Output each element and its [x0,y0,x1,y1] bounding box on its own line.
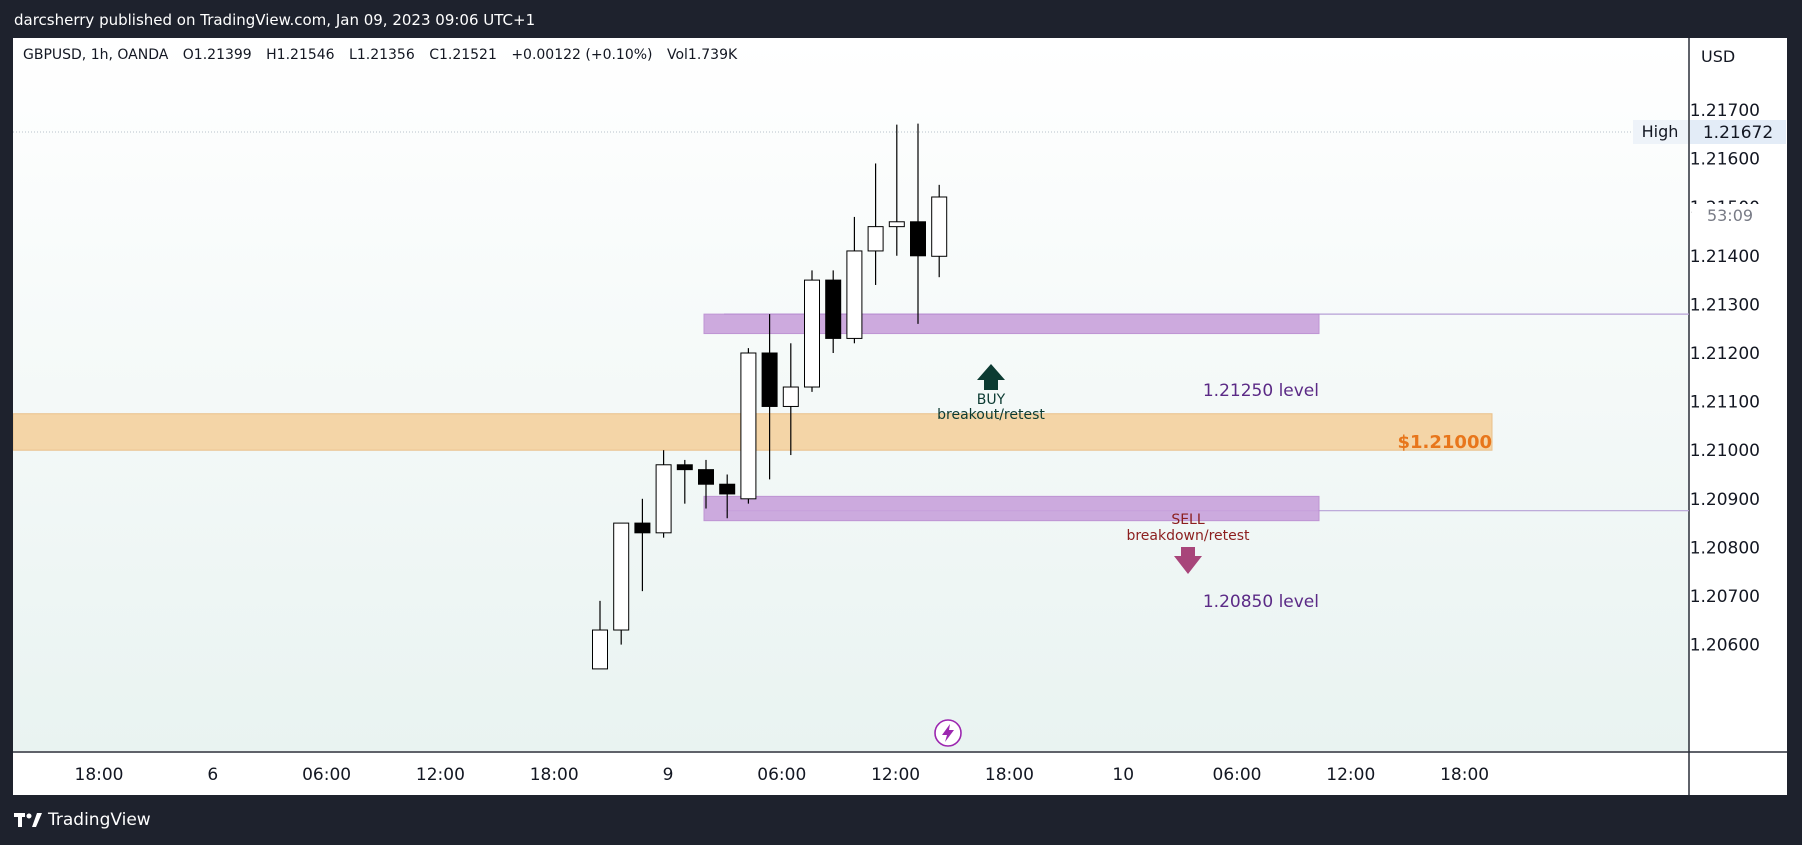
time-tick-label: 06:00 [1213,765,1262,785]
candle-body[interactable] [634,522,651,534]
buy-title: BUY [977,392,1006,408]
candles-layer [592,123,948,670]
zone-label-mid: $1.21000 [1397,432,1492,453]
price-tick-label: 1.21400 [1690,247,1760,267]
time-tick-label: 12:00 [1326,765,1375,785]
zone-band[interactable] [703,495,1320,522]
price-tick-label: 1.20600 [1690,636,1760,656]
price-axis-background [1689,38,1787,795]
sell-annotation: SELL breakdown/retest [1126,512,1250,574]
zone-band[interactable] [703,313,1320,335]
legend-volume: Vol1.739K [667,47,738,63]
high-value: 1.21672 [1703,123,1773,143]
footer: TradingView [0,800,1802,845]
price-tick-label: 1.20700 [1690,587,1760,607]
buy-arrow-icon [977,364,1005,390]
sell-subtitle: breakdown/retest [1126,528,1250,544]
publisher-text: darcsherry published on TradingView.com,… [14,11,536,29]
legend-high: H1.21546 [266,47,335,63]
price-tick-label: 1.21600 [1690,150,1760,170]
candle-body[interactable] [804,279,820,388]
zone-label-lower: 1.20850 level [1203,592,1319,612]
candle-body[interactable] [888,221,905,228]
high-price-tag: High 1.21672 [1633,120,1786,144]
chart-frame: BUY breakout/retest SELL breakdown/retes… [12,38,1787,795]
high-label: High [1642,122,1679,141]
time-tick-label: 18:00 [985,765,1034,785]
time-tick-label: 18:00 [530,765,579,785]
price-tick-label: 1.21000 [1690,441,1760,461]
time-tick-label: 18:00 [1440,765,1489,785]
price-tick-label: 1.21100 [1690,393,1760,413]
svg-text:GBPUSD, 1h, OANDA O1.2: GBPUSD, 1h, OANDA O1.21399 H1.21546 L1.2… [23,47,738,63]
sell-arrow-icon [1174,547,1202,574]
candle-body[interactable] [676,464,693,471]
price-tick-label: 1.21700 [1690,101,1760,121]
legend-symbol: GBPUSD, 1h, OANDA [23,47,169,63]
buy-annotation: BUY breakout/retest [937,364,1045,423]
legend: GBPUSD, 1h, OANDA O1.21399 H1.21546 L1.2… [23,47,738,63]
currency-label: USD [1701,47,1735,66]
candle-body[interactable] [825,279,842,339]
candle-body[interactable] [867,226,884,252]
price-axis-ticks: 1.217001.216001.215001.214001.213001.212… [1690,101,1760,656]
candle-body[interactable] [592,629,608,670]
price-tick-label: 1.20800 [1690,538,1760,558]
candle-body[interactable] [655,464,672,534]
lightning-icon[interactable] [934,719,962,747]
price-chart[interactable]: BUY breakout/retest SELL breakdown/retes… [12,38,1787,795]
countdown-tag: 53:09 [1692,204,1786,226]
time-tick-label: 18:00 [75,765,124,785]
tradingview-logo[interactable]: TradingView [14,810,151,830]
legend-low: L1.21356 [349,47,415,63]
candle-body[interactable] [740,352,757,500]
candle-body[interactable] [782,386,799,407]
sell-title: SELL [1171,512,1205,528]
legend-close: C1.21521 [429,47,497,63]
time-tick-label: 10 [1112,765,1134,785]
footer-brand: TradingView [48,810,151,830]
tradingview-logo-icon [14,813,42,827]
price-tick-label: 1.21200 [1690,344,1760,364]
countdown: 53:09 [1707,206,1753,225]
price-tick-label: 1.20900 [1690,490,1760,510]
time-tick-label: 9 [663,765,674,785]
buy-subtitle: breakout/retest [937,407,1045,423]
high-value-box [1690,120,1786,144]
plot-background [13,38,1689,751]
candle-body[interactable] [846,250,863,339]
candle-body[interactable] [698,469,714,485]
time-tick-label: 12:00 [871,765,920,785]
legend-open: O1.21399 [183,47,252,63]
time-tick-label: 06:00 [302,765,351,785]
candle-body[interactable] [910,221,926,257]
candle-body[interactable] [719,483,736,495]
countdown-box [1692,204,1786,226]
zone-label-upper: 1.21250 level [1203,381,1319,401]
time-axis-ticks: 18:00 6 06:00 12:00 18:00 9 06:00 12:00 18:00 10 0… [75,765,1490,785]
price-tick-label: 1.21300 [1690,295,1760,315]
high-label-box [1633,120,1688,144]
time-tick-label: 12:00 [416,765,465,785]
candle-body[interactable] [761,352,778,407]
time-tick-label: 6 [207,765,218,785]
time-tick-label: 06:00 [757,765,806,785]
legend-change: +0.00122 (+0.10%) [511,47,652,63]
candle-body[interactable] [613,522,630,631]
publisher-header: darcsherry published on TradingView.com,… [0,0,1802,38]
candle-body[interactable] [931,196,948,257]
